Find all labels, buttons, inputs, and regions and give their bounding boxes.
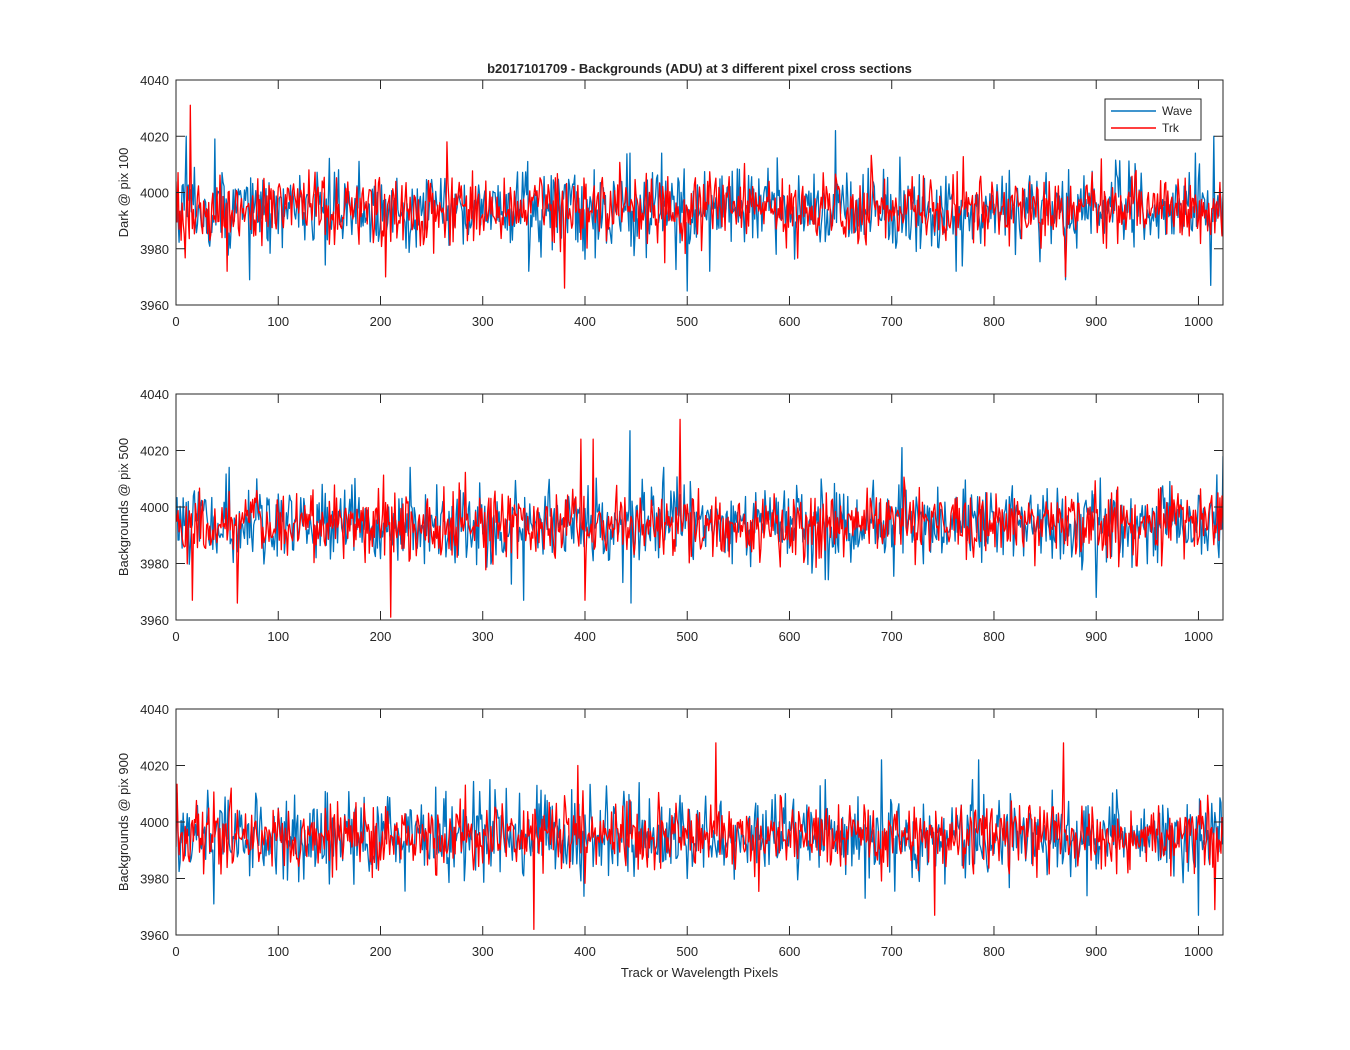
series-line-trk	[176, 742, 1223, 930]
legend: Wave Trk	[1104, 98, 1202, 141]
chart-panel-1: 0 100 200 300 400 500 600 700 800 900 1000 3960 3980…	[116, 61, 1224, 329]
y-tick-label: 4000	[140, 500, 169, 515]
x-tick-label: 0	[172, 629, 179, 644]
y-tick-label: 4020	[140, 129, 169, 144]
series-line-trk	[176, 104, 1223, 289]
y-tick-label: 4040	[140, 702, 169, 717]
x-tick-label: 300	[472, 944, 494, 959]
y-tick-label: 4040	[140, 387, 169, 402]
legend-box	[1104, 98, 1202, 141]
x-tick-label: 600	[779, 944, 801, 959]
x-tick-label: 400	[574, 944, 596, 959]
y-axis-label: Dark @ pix 100	[116, 148, 131, 238]
x-tick-label: 500	[676, 314, 698, 329]
x-tick-label: 400	[574, 314, 596, 329]
x-tick-label: 800	[983, 944, 1005, 959]
x-tick-label: 200	[370, 944, 392, 959]
x-tick-label: 800	[983, 314, 1005, 329]
x-tick-label: 100	[267, 314, 289, 329]
legend-label-wave: Wave	[1162, 104, 1193, 118]
x-tick-label: 700	[881, 944, 903, 959]
x-tick-label: 900	[1085, 629, 1107, 644]
x-tick-label: 500	[676, 944, 698, 959]
chart-panel-2: 0 100 200 300 400 500 600 700 800 900 1000 3960 3980…	[116, 387, 1224, 644]
x-tick-label: 1000	[1184, 629, 1213, 644]
x-tick-label: 200	[370, 314, 392, 329]
x-tick-label: 900	[1085, 314, 1107, 329]
x-tick-label: 100	[267, 944, 289, 959]
x-tick-label: 900	[1085, 944, 1107, 959]
y-tick-label: 4000	[140, 815, 169, 830]
x-tick-label: 100	[267, 629, 289, 644]
legend-label-trk: Trk	[1162, 121, 1180, 135]
x-tick-label: 300	[472, 314, 494, 329]
x-tick-label: 600	[779, 629, 801, 644]
y-tick-label: 3960	[140, 613, 169, 628]
x-tick-label: 300	[472, 629, 494, 644]
x-tick-label: 800	[983, 629, 1005, 644]
x-tick-label: 1000	[1184, 314, 1213, 329]
y-tick-label: 4020	[140, 444, 169, 459]
x-tick-label: 600	[779, 314, 801, 329]
y-axis-label: Backgrounds @ pix 900	[116, 753, 131, 891]
x-tick-label: 1000	[1184, 944, 1213, 959]
y-tick-label: 3980	[140, 557, 169, 572]
y-tick-label: 3960	[140, 298, 169, 313]
x-tick-label: 200	[370, 629, 392, 644]
x-tick-label: 400	[574, 629, 596, 644]
x-tick-label: 0	[172, 314, 179, 329]
y-tick-label: 4020	[140, 759, 169, 774]
x-tick-label: 500	[676, 629, 698, 644]
y-tick-label: 4000	[140, 186, 169, 201]
y-tick-label: 3980	[140, 242, 169, 257]
x-tick-label: 0	[172, 944, 179, 959]
chart-title: b2017101709 - Backgrounds (ADU) at 3 dif…	[487, 61, 912, 76]
series-line-trk	[176, 418, 1223, 618]
chart-panel-3: 0 100 200 300 400 500 600 700 800 900 1000 3960 3980…	[116, 702, 1224, 980]
x-tick-label: 700	[881, 629, 903, 644]
y-tick-label: 3960	[140, 928, 169, 943]
y-tick-label: 4040	[140, 73, 169, 88]
x-axis-label: Track or Wavelength Pixels	[621, 965, 779, 980]
x-tick-label: 700	[881, 314, 903, 329]
y-axis-label: Backgrounds @ pix 500	[116, 438, 131, 576]
y-tick-label: 3980	[140, 872, 169, 887]
